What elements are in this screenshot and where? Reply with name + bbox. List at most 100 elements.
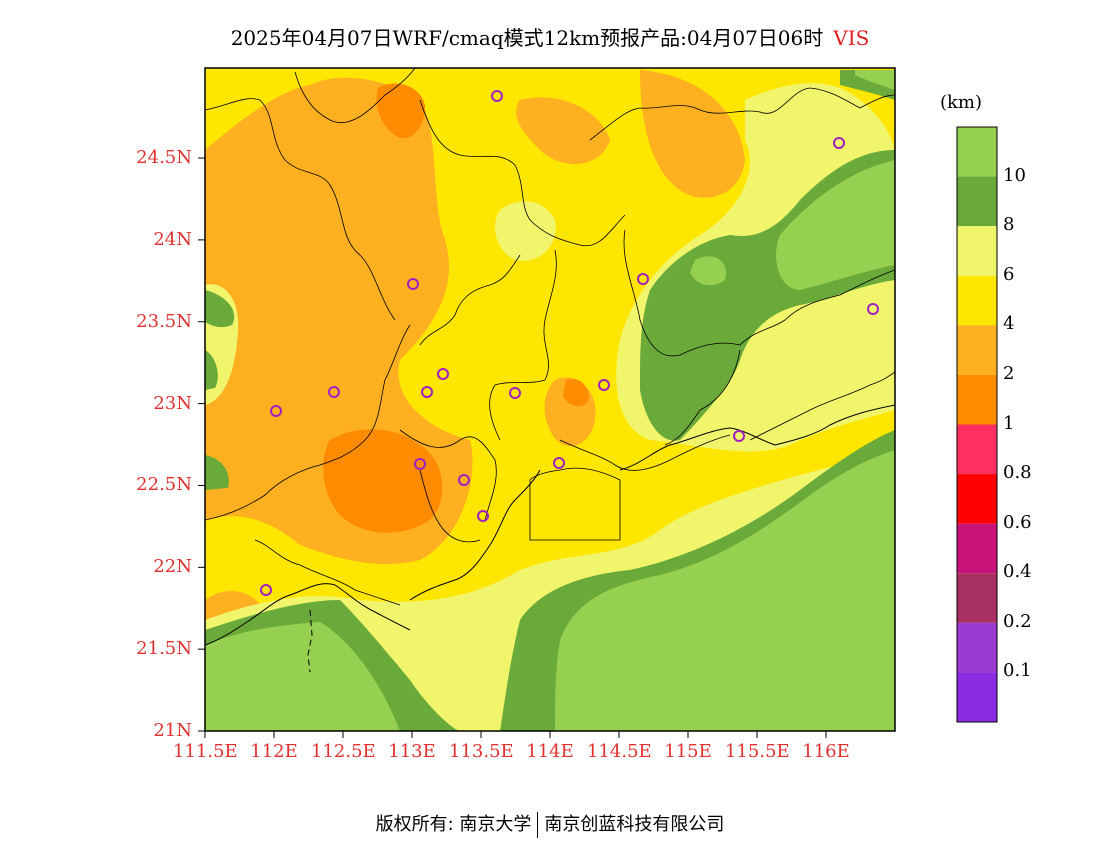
station-marker xyxy=(867,303,879,315)
field-green-west3 xyxy=(205,455,229,490)
colorbar-segment xyxy=(957,226,997,276)
colorbar-label: 0.4 xyxy=(1003,561,1032,583)
field-green-west1 xyxy=(205,290,235,328)
latitude-tick-label: 22.5N xyxy=(136,474,192,496)
colorbar-segment xyxy=(957,325,997,375)
station-marker xyxy=(421,386,433,398)
boundary-line xyxy=(589,87,895,141)
station-marker xyxy=(270,405,282,417)
station-marker xyxy=(477,510,489,522)
coastline-west xyxy=(205,583,411,646)
colorbar xyxy=(956,126,998,723)
longitude-tick-label: 113.5E xyxy=(449,741,514,762)
colorbar-label: 4 xyxy=(1003,313,1015,335)
boundary-line xyxy=(294,68,416,124)
colorbar-label: 6 xyxy=(1003,263,1015,285)
boundary-line xyxy=(419,99,626,247)
colorbar-segment xyxy=(957,573,997,623)
colorbar-label: 1 xyxy=(1003,412,1015,434)
colorbar-segment xyxy=(957,275,997,326)
latitude-tick-label: 24.5N xyxy=(136,147,192,169)
boundary-line xyxy=(489,249,557,441)
colorbar-segment xyxy=(957,424,997,475)
field-darkorange-north xyxy=(376,83,425,139)
colorbar-label: 0.8 xyxy=(1003,462,1032,484)
boundary-line xyxy=(623,229,895,357)
field-lightgreen-west xyxy=(205,622,400,731)
colorbar-segment xyxy=(957,672,997,722)
footer-right: 南京创蓝科技有限公司 xyxy=(544,814,725,835)
coastline xyxy=(205,404,895,673)
coastline-east xyxy=(619,404,895,471)
chart-title: 2025年04月07日WRF/cmaq模式12km预报产品:04月07日06时 V… xyxy=(0,22,1100,51)
field-lightyellow-center xyxy=(495,201,556,261)
boundary-line xyxy=(205,324,411,521)
station-marker xyxy=(407,278,419,290)
admin-boundaries xyxy=(205,68,895,606)
colorbar-label: 0.6 xyxy=(1003,511,1032,533)
variable-label: VIS xyxy=(833,26,870,50)
boundary-line xyxy=(419,254,521,346)
station-marker xyxy=(833,137,845,149)
longitude-tick-label: 113E xyxy=(388,741,436,762)
boundary-line xyxy=(749,371,895,441)
visibility-field xyxy=(205,68,895,731)
longitude-tick-label: 112E xyxy=(250,741,298,762)
colorbar-frame xyxy=(956,126,998,723)
colorbar-segment xyxy=(957,523,997,574)
station-marker xyxy=(437,368,449,380)
colorbar-segment xyxy=(957,127,997,177)
latitude-tick-label: 23N xyxy=(153,392,192,414)
field-green-west2 xyxy=(205,350,218,390)
colorbar-segment xyxy=(957,622,997,673)
station-marker xyxy=(598,379,610,391)
field-orange-north xyxy=(516,97,610,164)
boundary-line xyxy=(254,539,401,606)
colorbar-label: 0.2 xyxy=(1003,610,1032,632)
latitude-tick-label: 23.5N xyxy=(136,310,192,332)
station-markers xyxy=(260,90,879,596)
longitude-tick-label: 115.5E xyxy=(725,741,790,762)
colorbar-segment xyxy=(957,176,997,227)
colorbar-label: 10 xyxy=(1003,164,1026,186)
boundary-line xyxy=(664,349,741,446)
field-lightgreen-east xyxy=(776,160,895,290)
longitude-tick-label: 114E xyxy=(526,741,574,762)
station-marker xyxy=(509,387,521,399)
longitude-tick-label: 111.5E xyxy=(173,741,238,762)
latitude-tick-label: 21N xyxy=(153,720,192,741)
latitude-tick-label: 21.5N xyxy=(136,638,192,660)
axis-ticks xyxy=(198,157,827,738)
boundary-line xyxy=(559,434,731,471)
colorbar-label: 0.1 xyxy=(1003,660,1032,682)
copyright-footer: 版权所有: 南京大学 南京创蓝科技有限公司 xyxy=(0,810,1100,838)
longitude-tick-label: 115E xyxy=(664,741,712,762)
station-marker xyxy=(414,458,426,470)
field-orange-ne xyxy=(640,70,745,198)
field-darkorange-spot xyxy=(563,378,589,406)
latitude-tick-label: 22N xyxy=(153,556,192,578)
longitude-tick-label: 112.5E xyxy=(311,741,376,762)
coastline-pearl xyxy=(409,469,541,601)
longitude-tick-label: 116E xyxy=(802,741,850,762)
colorbar-label: 8 xyxy=(1003,214,1015,236)
field-darkorange-south xyxy=(323,429,443,533)
field-lightgreen-ne xyxy=(855,70,895,90)
latitude-tick-label: 24N xyxy=(153,228,192,250)
colorbar-segment xyxy=(957,374,997,425)
station-marker xyxy=(328,386,340,398)
footer-separator xyxy=(537,812,539,838)
station-marker xyxy=(260,584,272,596)
station-marker xyxy=(733,430,745,442)
title-text: 2025年04月07日WRF/cmaq模式12km预报产品:04月07日06时 xyxy=(230,26,824,50)
field-lightgreen-inland xyxy=(690,256,726,286)
station-marker xyxy=(553,457,565,469)
maritime-line xyxy=(307,609,313,673)
station-marker xyxy=(458,474,470,486)
colorbar-label: 2 xyxy=(1003,362,1015,384)
station-marker xyxy=(637,273,649,285)
colorbar-segment xyxy=(957,474,997,524)
longitude-tick-label: 114.5E xyxy=(587,741,652,762)
colorbar-unit: (km) xyxy=(940,92,983,113)
field-lightgreen-sea xyxy=(555,450,895,731)
